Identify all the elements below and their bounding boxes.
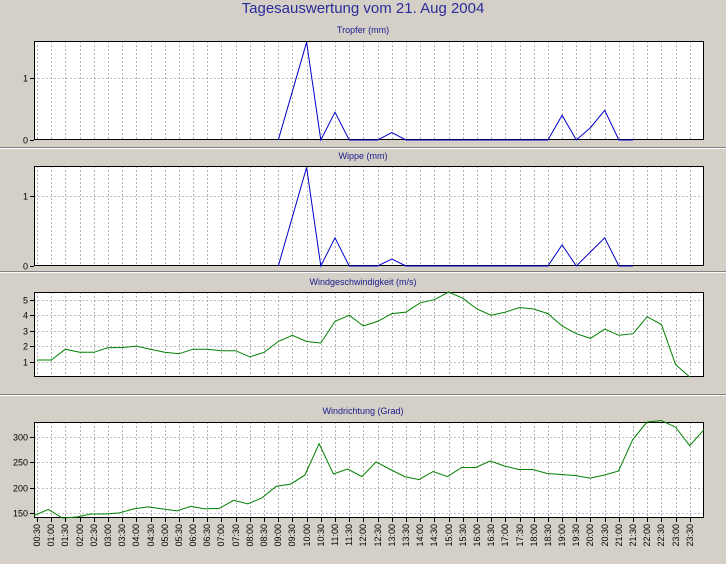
x-tick-label: 14:30 bbox=[429, 524, 439, 547]
x-tick-label: 01:00 bbox=[46, 524, 56, 547]
x-tick-label: 19:30 bbox=[571, 524, 581, 547]
x-tick-label: 06:00 bbox=[188, 524, 198, 547]
x-tick-label: 02:00 bbox=[75, 524, 85, 547]
x-tick-label: 01:30 bbox=[60, 524, 70, 547]
series-line bbox=[277, 167, 633, 268]
y-tick-label: 250 bbox=[13, 458, 28, 468]
plot-frame bbox=[34, 292, 704, 377]
x-tick-label: 00:30 bbox=[32, 524, 42, 547]
x-tick-label: 09:30 bbox=[287, 524, 297, 547]
x-tick-label: 14:00 bbox=[415, 524, 425, 547]
chart-panel: Tropfer (mm) 0 1 bbox=[23, 25, 704, 146]
x-tick-label: 18:00 bbox=[529, 524, 539, 547]
y-tick-label: 2 bbox=[23, 342, 28, 352]
y-tick-label: 4 bbox=[23, 311, 28, 321]
y-tick-label: 300 bbox=[13, 433, 28, 443]
plot-area bbox=[34, 41, 704, 140]
x-tick-label: 20:30 bbox=[600, 524, 610, 547]
y-tick-label: 0 bbox=[23, 136, 28, 146]
x-tick-label: 22:30 bbox=[656, 524, 666, 547]
x-tick-label: 22:00 bbox=[642, 524, 652, 547]
page-title: Tagesauswertung vom 21. Aug 2004 bbox=[241, 0, 485, 17]
chart-panel: Windrichtung (Grad) 150 200 250 300 bbox=[13, 406, 705, 519]
y-tick-label: 1 bbox=[23, 192, 28, 202]
x-tick-label: 11:00 bbox=[330, 524, 340, 546]
x-tick-label: 21:00 bbox=[614, 524, 624, 547]
series-line bbox=[33, 419, 705, 519]
x-tick-label: 15:00 bbox=[444, 524, 454, 547]
y-tick-label: 200 bbox=[13, 484, 28, 494]
x-tick-label: 12:00 bbox=[358, 524, 368, 547]
x-tick-label: 19:00 bbox=[557, 524, 567, 547]
series-line bbox=[277, 42, 633, 142]
plot-area bbox=[34, 422, 704, 518]
x-tick-label: 11:30 bbox=[344, 524, 354, 546]
x-tick-label: 10:00 bbox=[302, 524, 312, 547]
x-tick-label: 23:00 bbox=[671, 524, 681, 547]
plot-area bbox=[34, 292, 704, 377]
chart-title: Wippe (mm) bbox=[339, 151, 388, 161]
plot-area bbox=[34, 166, 704, 266]
x-tick-label: 07:30 bbox=[231, 524, 241, 547]
series-line bbox=[37, 291, 691, 378]
x-tick-label: 21:30 bbox=[628, 524, 638, 547]
x-tick-label: 23:30 bbox=[685, 524, 695, 547]
plot-frame bbox=[34, 422, 704, 518]
x-tick-label: 20:00 bbox=[585, 524, 595, 547]
chart-title: Tropfer (mm) bbox=[337, 25, 389, 35]
x-tick-label: 16:30 bbox=[486, 524, 496, 547]
x-tick-label: 05:30 bbox=[174, 524, 184, 547]
x-tick-label: 09:00 bbox=[273, 524, 283, 547]
y-tick-label: 3 bbox=[23, 327, 28, 337]
x-tick-label: 03:00 bbox=[103, 524, 113, 547]
x-tick-label: 08:00 bbox=[245, 524, 255, 547]
x-tick-label: 06:30 bbox=[202, 524, 212, 547]
x-tick-label: 04:30 bbox=[146, 524, 156, 547]
y-tick-label: 0 bbox=[23, 262, 28, 272]
x-tick-label: 07:00 bbox=[216, 524, 226, 547]
y-tick-label: 150 bbox=[13, 509, 28, 519]
y-tick-label: 5 bbox=[23, 296, 28, 306]
chart-panel: Windgeschwindigkeit (m/s) 1 2 3 4 5 bbox=[23, 277, 704, 378]
x-tick-label: 15:30 bbox=[458, 524, 468, 547]
chart-title: Windgeschwindigkeit (m/s) bbox=[309, 277, 416, 287]
x-tick-label: 02:30 bbox=[89, 524, 99, 547]
x-tick-label: 17:30 bbox=[515, 524, 525, 547]
chart-panel: Wippe (mm) 0 1 bbox=[23, 151, 704, 272]
x-tick-label: 03:30 bbox=[117, 524, 127, 547]
x-tick-label: 13:00 bbox=[387, 524, 397, 547]
y-tick-label: 1 bbox=[23, 358, 28, 368]
x-tick-label: 05:00 bbox=[160, 524, 170, 547]
chart-title: Windrichtung (Grad) bbox=[322, 406, 403, 416]
x-tick-label: 04:00 bbox=[131, 524, 141, 547]
x-tick-label: 18:30 bbox=[543, 524, 553, 547]
x-tick-label: 13:30 bbox=[401, 524, 411, 547]
x-tick-label: 08:30 bbox=[259, 524, 269, 547]
x-tick-label: 17:00 bbox=[500, 524, 510, 547]
x-tick-label: 16:00 bbox=[472, 524, 482, 547]
x-tick-label: 12:30 bbox=[373, 524, 383, 547]
y-tick-label: 1 bbox=[23, 74, 28, 84]
x-tick-label: 10:30 bbox=[316, 524, 326, 547]
